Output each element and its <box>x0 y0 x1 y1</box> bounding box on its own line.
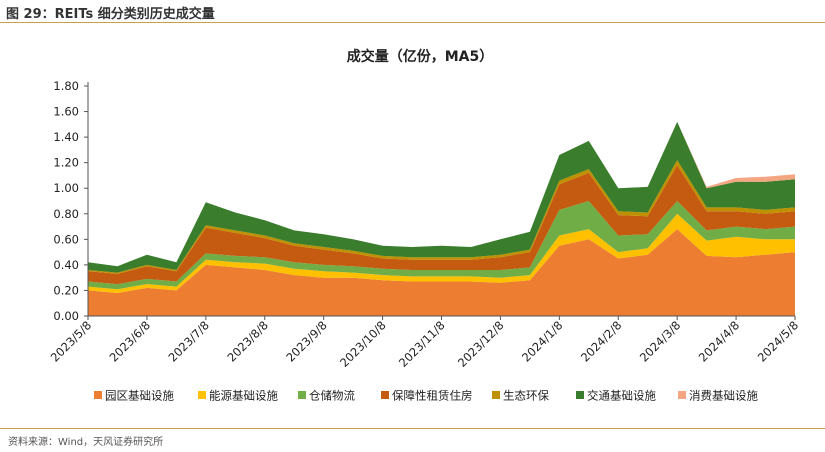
legend-label-6: 交通基础设施 <box>587 389 656 403</box>
legend-swatch-1 <box>94 391 102 399</box>
x-tick-label: 2023/12/8 <box>455 318 507 370</box>
legend-label-7: 消费基础设施 <box>689 389 758 403</box>
series-areas <box>88 121 795 316</box>
series-area-2 <box>88 213 795 293</box>
legend-label-4: 保障性租赁住房 <box>392 389 473 403</box>
axes <box>84 82 796 320</box>
y-tick-labels: 0.00 0.20 0.40 0.60 0.80 1.00 1.20 1.40 1.60 1.80 <box>53 79 79 323</box>
legend-swatch-6 <box>576 391 584 399</box>
x-tick-label: 2023/5/8 <box>48 318 94 364</box>
source-note: 资料来源：Wind，天风证券研究所 <box>8 437 164 448</box>
x-tick-label: 2024/5/8 <box>755 318 801 364</box>
x-tick-label: 2024/1/8 <box>519 318 565 364</box>
x-tick-label: 2024/2/8 <box>578 318 624 364</box>
legend-swatch-2 <box>198 391 206 399</box>
legend-swatch-4 <box>381 391 389 399</box>
y-tick-label: 0.60 <box>53 232 79 246</box>
top-rule <box>0 22 825 23</box>
series-area-3 <box>88 201 795 290</box>
chart-title: 成交量（亿份，MA5） <box>347 48 494 65</box>
legend-swatch-5 <box>492 391 500 399</box>
figure-caption: 图 29：REITs 细分类别历史成交量 <box>6 7 215 22</box>
legend-label-5: 生态环保 <box>503 389 549 403</box>
series-area-4 <box>88 165 795 285</box>
x-tick-labels: 2023/5/8 2023/6/8 2023/7/8 2023/8/8 2023/9/8… <box>48 318 801 370</box>
x-tick-label: 2023/11/8 <box>396 318 448 370</box>
legend: 园区基础设施 能源基础设施 仓储物流 保障性租赁住房 生态环保 交通基础设施 消费基础设施 <box>94 389 758 403</box>
y-tick-label: 0.80 <box>53 207 79 221</box>
y-tick-label: 1.00 <box>53 181 79 195</box>
y-tick-label: 1.80 <box>53 79 79 93</box>
x-tick-label: 2023/10/8 <box>337 318 389 370</box>
bottom-rule <box>0 428 825 429</box>
legend-label-3: 仓储物流 <box>309 389 355 403</box>
series-area-1 <box>88 229 795 316</box>
x-tick-label: 2024/4/8 <box>696 318 742 364</box>
y-tick-label: 1.20 <box>53 156 79 170</box>
y-tick-label: 0.20 <box>53 283 79 297</box>
x-tick-label: 2023/8/8 <box>224 318 270 364</box>
legend-swatch-3 <box>298 391 306 399</box>
x-tick-label: 2023/7/8 <box>166 318 212 364</box>
y-tick-label: 1.40 <box>53 130 79 144</box>
legend-label-1: 园区基础设施 <box>105 389 174 403</box>
legend-swatch-7 <box>678 391 686 399</box>
y-tick-label: 1.60 <box>53 105 79 119</box>
y-tick-label: 0.40 <box>53 258 79 272</box>
x-tick-label: 2023/9/8 <box>283 318 329 364</box>
x-tick-label: 2023/6/8 <box>107 318 153 364</box>
legend-label-2: 能源基础设施 <box>209 389 278 403</box>
x-tick-label: 2024/3/8 <box>637 318 683 364</box>
series-area-6 <box>88 121 795 273</box>
y-tick-label: 0.00 <box>53 309 79 323</box>
